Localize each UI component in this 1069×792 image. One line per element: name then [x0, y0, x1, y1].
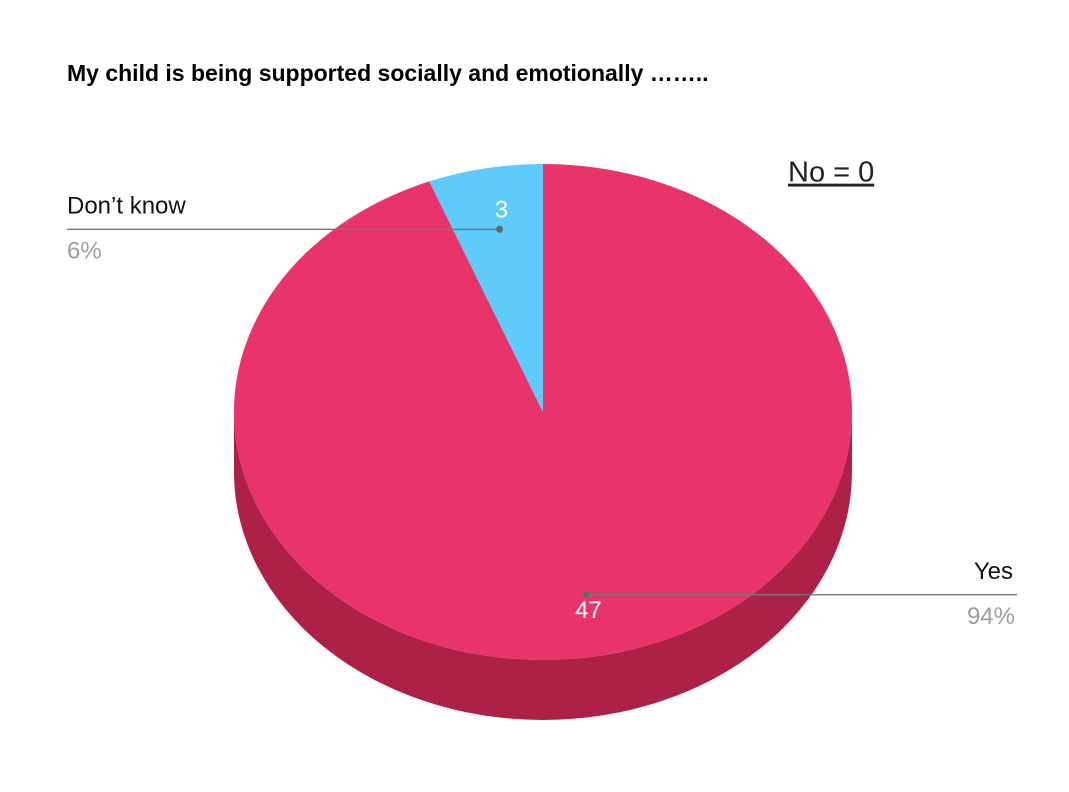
pie-slice — [429, 164, 543, 412]
chart-title: My child is being supported socially and… — [67, 60, 709, 86]
leader-dot — [582, 591, 590, 599]
percent-label: 94% — [967, 603, 1015, 630]
percent-label: 6% — [67, 238, 102, 265]
category-label: Don’t know — [67, 193, 186, 220]
data-label: 47 — [575, 597, 602, 624]
annotation: No = 0 — [788, 157, 874, 189]
leader-dot — [496, 225, 504, 233]
category-label: Yes — [974, 558, 1013, 585]
pie-side — [234, 412, 852, 720]
data-label: 3 — [495, 197, 508, 224]
